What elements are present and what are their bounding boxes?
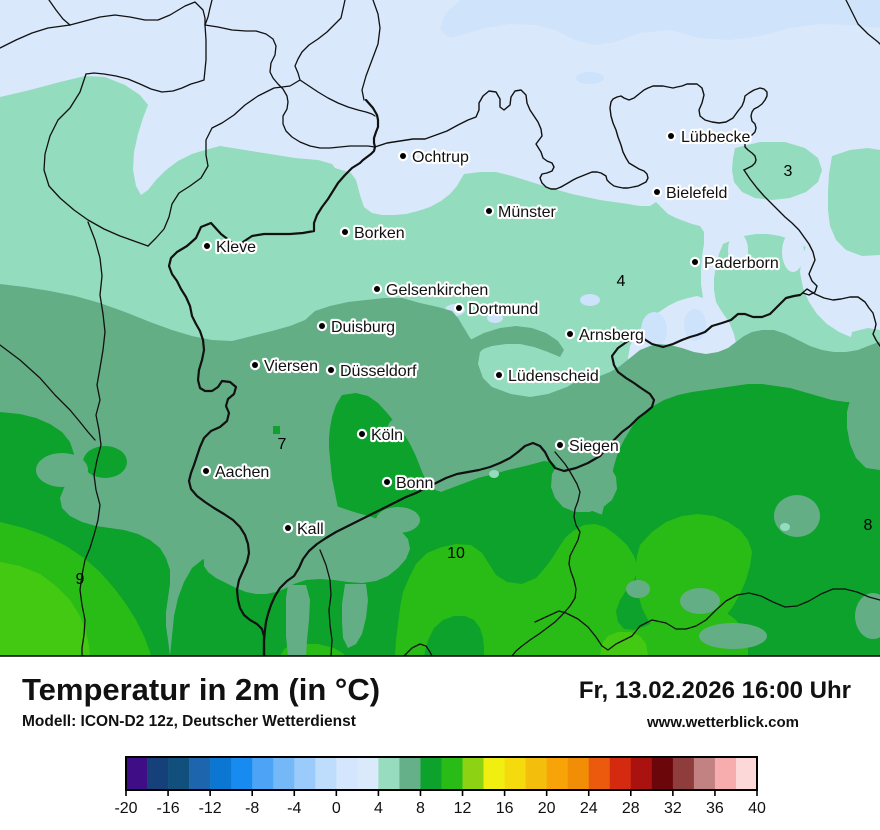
svg-text:Düsseldorf: Düsseldorf <box>340 363 417 380</box>
svg-text:10: 10 <box>447 545 465 562</box>
svg-text:36: 36 <box>706 800 724 817</box>
svg-text:4: 4 <box>617 273 626 290</box>
svg-text:8: 8 <box>864 517 873 534</box>
svg-text:Lüdenscheid: Lüdenscheid <box>508 368 599 385</box>
svg-text:32: 32 <box>664 800 682 817</box>
svg-text:Borken: Borken <box>354 225 405 242</box>
svg-text:9: 9 <box>76 571 85 588</box>
svg-text:Dortmund: Dortmund <box>468 301 538 318</box>
svg-text:Arnsberg: Arnsberg <box>579 327 644 344</box>
svg-text:-8: -8 <box>245 800 259 817</box>
svg-text:-16: -16 <box>157 800 180 817</box>
svg-text:Siegen: Siegen <box>569 438 619 455</box>
svg-text:Kleve: Kleve <box>216 239 256 256</box>
svg-text:Münster: Münster <box>498 204 556 221</box>
svg-text:0: 0 <box>332 800 341 817</box>
svg-text:Bielefeld: Bielefeld <box>666 185 727 202</box>
svg-text:-20: -20 <box>114 800 137 817</box>
svg-text:Lübbecke: Lübbecke <box>681 129 750 146</box>
svg-text:Fr, 13.02.2026 16:00 Uhr: Fr, 13.02.2026 16:00 Uhr <box>579 677 851 704</box>
svg-text:Aachen: Aachen <box>215 464 269 481</box>
svg-text:Bonn: Bonn <box>396 475 433 492</box>
svg-text:12: 12 <box>454 800 472 817</box>
svg-text:Modell: ICON-D2 12z, Deutscher: Modell: ICON-D2 12z, Deutscher Wetterdie… <box>22 713 356 730</box>
svg-text:Paderborn: Paderborn <box>704 255 779 272</box>
svg-text:28: 28 <box>622 800 640 817</box>
svg-text:24: 24 <box>580 800 598 817</box>
svg-text:4: 4 <box>374 800 383 817</box>
svg-text:Gelsenkirchen: Gelsenkirchen <box>386 282 488 299</box>
svg-text:Ochtrup: Ochtrup <box>412 149 469 166</box>
svg-text:16: 16 <box>496 800 514 817</box>
svg-text:40: 40 <box>748 800 766 817</box>
svg-text:8: 8 <box>416 800 425 817</box>
svg-text:Viersen: Viersen <box>264 358 318 375</box>
svg-text:-12: -12 <box>199 800 222 817</box>
svg-text:www.wetterblick.com: www.wetterblick.com <box>646 714 799 731</box>
svg-text:Köln: Köln <box>371 427 403 444</box>
svg-text:3: 3 <box>784 163 793 180</box>
svg-text:-4: -4 <box>287 800 301 817</box>
svg-text:Temperatur in 2m (in °C): Temperatur in 2m (in °C) <box>22 672 380 707</box>
svg-text:Kall: Kall <box>297 521 324 538</box>
svg-text:20: 20 <box>538 800 556 817</box>
svg-text:Duisburg: Duisburg <box>331 319 395 336</box>
svg-text:7: 7 <box>278 436 287 453</box>
